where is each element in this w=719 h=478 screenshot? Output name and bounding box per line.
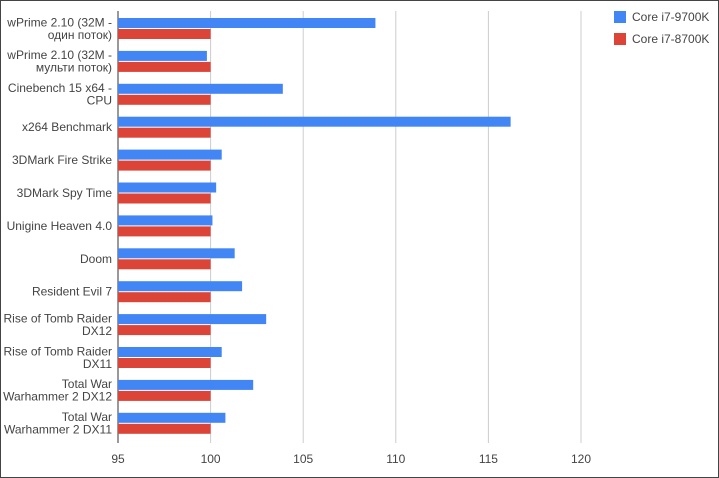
category-label: Total War: [62, 410, 112, 424]
x-axis-ticks: 95 100 105 110 115 120: [111, 452, 591, 466]
x-tick-label: 120: [571, 452, 591, 466]
bar-i7-9700k: [118, 248, 235, 259]
bar-i7-8700k: [118, 160, 211, 171]
bar-i7-9700k: [118, 18, 376, 28]
bar-i7-8700k: [118, 61, 211, 72]
category-label: Rise of Tomb Raider: [4, 311, 113, 325]
legend-swatch: [614, 11, 626, 23]
bar-i7-8700k: [118, 226, 211, 237]
category-label: DX12: [82, 324, 112, 338]
bar-i7-9700k: [118, 116, 511, 127]
category-label: 3DMark Fire Strike: [12, 153, 112, 167]
category-labels: wPrime 2.10 (32M -один поток)wPrime 2.10…: [3, 15, 113, 436]
bar-i7-8700k: [118, 390, 211, 401]
bars: [118, 18, 511, 434]
category-label: 3DMark Spy Time: [17, 186, 113, 200]
category-label: wPrime 2.10 (32M -: [6, 15, 112, 29]
category-label: x264 Benchmark: [22, 120, 113, 134]
legend-swatch: [614, 33, 626, 45]
gridlines: [117, 11, 582, 443]
category-label: один поток): [48, 28, 112, 42]
bar-i7-9700k: [118, 149, 222, 160]
bar-i7-8700k: [118, 292, 211, 303]
legend-label: Core i7-9700K: [632, 10, 709, 24]
category-label: Unigine Heaven 4.0: [7, 219, 113, 233]
bar-i7-9700k: [118, 379, 254, 390]
bar-i7-9700k: [118, 314, 267, 325]
category-label: мульти поток): [36, 61, 112, 75]
bar-i7-8700k: [118, 325, 211, 336]
bar-i7-8700k: [118, 29, 211, 39]
bar-i7-9700k: [118, 182, 217, 193]
legend-label: Core i7-8700K: [632, 32, 709, 46]
x-tick-label: 105: [293, 452, 313, 466]
category-label: CPU: [87, 94, 112, 108]
bar-i7-8700k: [118, 259, 211, 270]
bar-i7-8700k: [118, 94, 211, 105]
category-label: Warhammer 2 DX12: [3, 390, 112, 404]
category-label: DX11: [83, 357, 112, 371]
category-label: Resident Evil 7: [32, 285, 112, 299]
bar-i7-8700k: [118, 358, 211, 368]
bar-i7-8700k: [118, 127, 211, 138]
x-tick-label: 95: [111, 452, 125, 466]
bar-i7-9700k: [118, 347, 222, 357]
x-tick-label: 110: [386, 452, 405, 466]
category-label: Total War: [62, 377, 112, 391]
bar-i7-9700k: [118, 412, 226, 423]
x-tick-label: 100: [201, 452, 221, 466]
category-label: Cinebench 15 x64 -: [8, 81, 112, 95]
category-label: Doom: [80, 252, 112, 266]
x-tick-label: 115: [479, 452, 498, 466]
legend: Core i7-9700K Core i7-8700K: [614, 10, 709, 46]
bar-i7-8700k: [118, 423, 211, 434]
bar-i7-9700k: [118, 281, 243, 292]
bar-i7-9700k: [118, 83, 283, 94]
bar-i7-9700k: [118, 50, 207, 61]
category-label: Rise of Tomb Raider: [4, 344, 113, 358]
category-label: Warhammer 2 DX11: [4, 423, 112, 437]
bar-i7-9700k: [118, 215, 213, 226]
category-label: wPrime 2.10 (32M -: [6, 48, 112, 62]
bar-i7-8700k: [118, 193, 211, 204]
